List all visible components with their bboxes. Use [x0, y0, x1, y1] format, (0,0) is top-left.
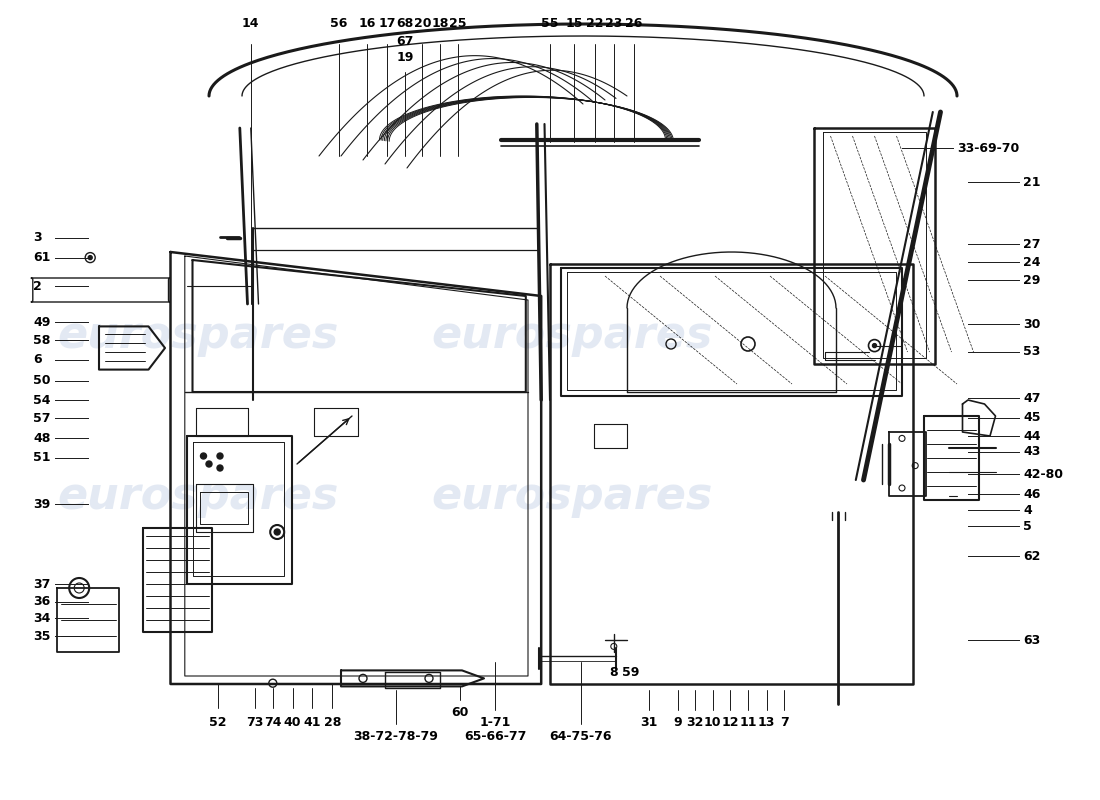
Text: 18: 18 — [431, 18, 449, 30]
Text: 31: 31 — [640, 716, 658, 729]
Text: 37: 37 — [33, 578, 51, 590]
Text: 32: 32 — [686, 716, 704, 729]
Text: 9: 9 — [673, 716, 682, 729]
Text: 39: 39 — [33, 498, 51, 510]
Text: 27: 27 — [1023, 238, 1041, 250]
Text: 41: 41 — [304, 716, 321, 729]
Text: 13: 13 — [758, 716, 776, 729]
Text: 58: 58 — [33, 334, 51, 346]
Text: 54: 54 — [33, 394, 51, 406]
Text: 51: 51 — [33, 451, 51, 464]
Text: eurospares: eurospares — [431, 474, 713, 518]
Text: 61: 61 — [33, 251, 51, 264]
Text: 8: 8 — [609, 666, 618, 678]
Text: 14: 14 — [242, 18, 260, 30]
Text: 59: 59 — [621, 666, 639, 678]
Text: 74: 74 — [264, 716, 282, 729]
Circle shape — [872, 344, 877, 347]
Text: eurospares: eurospares — [57, 474, 339, 518]
Text: 26: 26 — [625, 18, 642, 30]
Text: 56: 56 — [330, 18, 348, 30]
Text: 16: 16 — [359, 18, 376, 30]
Circle shape — [200, 453, 207, 459]
Text: 60: 60 — [451, 706, 469, 718]
Text: 24: 24 — [1023, 256, 1041, 269]
Circle shape — [217, 465, 223, 471]
Text: 49: 49 — [33, 316, 51, 329]
Text: 29: 29 — [1023, 274, 1041, 286]
Text: 46: 46 — [1023, 488, 1041, 501]
Text: 48: 48 — [33, 432, 51, 445]
Text: 68: 68 — [396, 18, 414, 30]
Text: 23: 23 — [605, 18, 623, 30]
Text: 64-75-76: 64-75-76 — [550, 730, 612, 742]
Text: 67: 67 — [396, 35, 414, 48]
Text: 1-71: 1-71 — [480, 716, 510, 729]
Text: 38-72-78-79: 38-72-78-79 — [353, 730, 439, 742]
Text: 21: 21 — [1023, 176, 1041, 189]
Text: 42-80: 42-80 — [1023, 468, 1063, 481]
Text: 65-66-77: 65-66-77 — [464, 730, 526, 743]
Text: 53: 53 — [1023, 346, 1041, 358]
Text: 52: 52 — [209, 716, 227, 729]
Text: eurospares: eurospares — [431, 314, 713, 358]
Text: 57: 57 — [33, 412, 51, 425]
Text: 10: 10 — [704, 716, 722, 729]
Text: 12: 12 — [722, 716, 739, 729]
Circle shape — [88, 256, 92, 259]
Text: 47: 47 — [1023, 392, 1041, 405]
Text: 22: 22 — [586, 18, 604, 30]
Text: 11: 11 — [739, 716, 757, 729]
Text: 55: 55 — [541, 18, 559, 30]
Text: 34: 34 — [33, 612, 51, 625]
Text: 44: 44 — [1023, 430, 1041, 442]
Text: 30: 30 — [1023, 318, 1041, 330]
Text: 73: 73 — [246, 716, 264, 729]
Text: 7: 7 — [780, 716, 789, 729]
Text: 28: 28 — [323, 716, 341, 729]
Text: 33-69-70: 33-69-70 — [957, 142, 1020, 154]
Text: 43: 43 — [1023, 446, 1041, 458]
Text: 40: 40 — [284, 716, 301, 729]
Text: 2: 2 — [33, 280, 42, 293]
Text: 63: 63 — [1023, 634, 1041, 646]
Text: 4: 4 — [1023, 504, 1032, 517]
Text: 25: 25 — [449, 18, 466, 30]
Circle shape — [206, 461, 212, 467]
Circle shape — [217, 453, 223, 459]
Text: eurospares: eurospares — [57, 314, 339, 358]
Text: 19: 19 — [396, 51, 414, 64]
Text: 6: 6 — [33, 354, 42, 366]
Text: 15: 15 — [565, 18, 583, 30]
Text: 17: 17 — [378, 18, 396, 30]
Text: 36: 36 — [33, 595, 51, 608]
Text: 62: 62 — [1023, 550, 1041, 562]
Text: 35: 35 — [33, 630, 51, 642]
Text: 50: 50 — [33, 374, 51, 387]
Text: 45: 45 — [1023, 411, 1041, 424]
Circle shape — [274, 529, 280, 535]
Text: 5: 5 — [1023, 520, 1032, 533]
Text: 20: 20 — [414, 18, 431, 30]
Text: 3: 3 — [33, 231, 42, 244]
